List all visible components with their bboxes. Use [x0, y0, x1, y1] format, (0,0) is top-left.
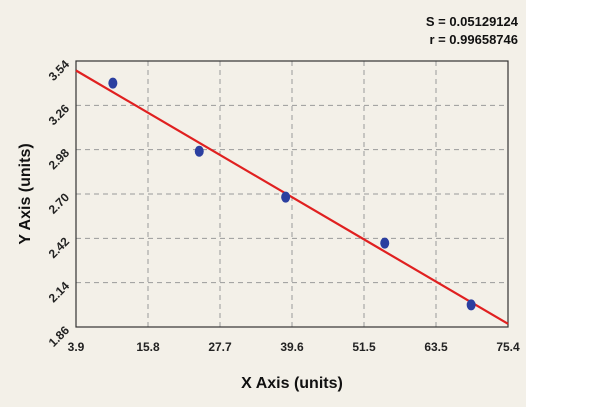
x-tick-label: 39.6: [280, 340, 304, 354]
x-tick-label: 63.5: [424, 340, 448, 354]
regression-line: [75, 69, 509, 325]
y-tick-label: 2.42: [46, 234, 73, 261]
data-point: [466, 299, 476, 311]
tick-labels: 3.9 15.8 27.7 39.6 51.5 63.5 75.41.862.142.422…: [46, 57, 520, 354]
y-tick-label: 3.26: [46, 101, 73, 128]
plot-area: [75, 60, 509, 328]
r-statistic: r = 0.99658746: [429, 32, 518, 47]
series-layer: [75, 69, 509, 325]
grid-lines: [76, 61, 508, 327]
y-tick-label: 3.54: [46, 57, 73, 84]
y-tick-label: 2.14: [46, 279, 73, 306]
y-tick-label: 2.98: [46, 146, 73, 173]
s-statistic: S = 0.05129124: [425, 14, 518, 29]
data-point: [281, 191, 291, 203]
x-tick-label: 27.7: [208, 340, 232, 354]
data-point: [380, 237, 390, 249]
y-tick-label: 2.70: [46, 190, 73, 217]
x-tick-label: 75.4: [496, 340, 520, 354]
chart-background: [0, 0, 526, 407]
x-tick-label: 15.8: [136, 340, 160, 354]
data-point: [194, 145, 204, 157]
x-axis-title: X Axis (units): [241, 375, 343, 392]
data-point: [108, 77, 118, 89]
fit-statistics: S = 0.05129124 r = 0.99658746: [426, 13, 518, 49]
y-axis-title: Y Axis (units): [17, 143, 34, 244]
x-tick-label: 3.9: [68, 340, 85, 354]
x-tick-label: 51.5: [352, 340, 376, 354]
